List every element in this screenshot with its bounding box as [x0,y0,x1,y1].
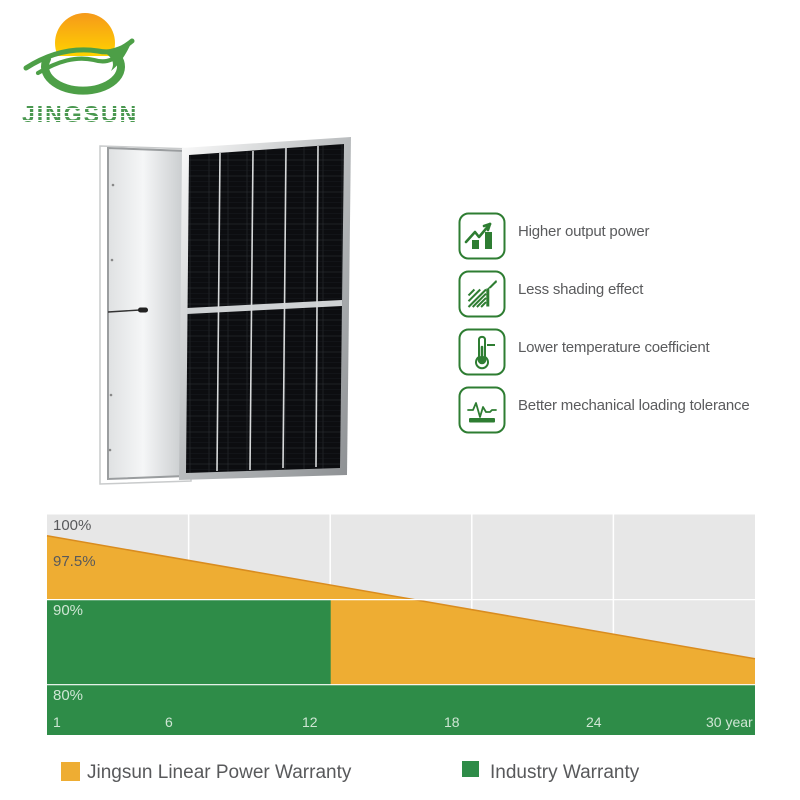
svg-text:24: 24 [586,714,602,730]
svg-text:80%: 80% [53,687,83,704]
svg-text:12: 12 [302,714,318,730]
svg-text:1: 1 [53,714,61,730]
svg-text:30 year: 30 year [706,714,753,730]
svg-text:100%: 100% [53,517,91,534]
svg-text:90%: 90% [53,602,83,619]
svg-text:Jingsun Linear Power Warranty: Jingsun Linear Power Warranty [87,762,352,783]
svg-text:18: 18 [444,714,460,730]
svg-text:Industry Warranty: Industry Warranty [490,762,640,783]
svg-text:6: 6 [165,714,173,730]
svg-text:97.5%: 97.5% [53,553,96,570]
